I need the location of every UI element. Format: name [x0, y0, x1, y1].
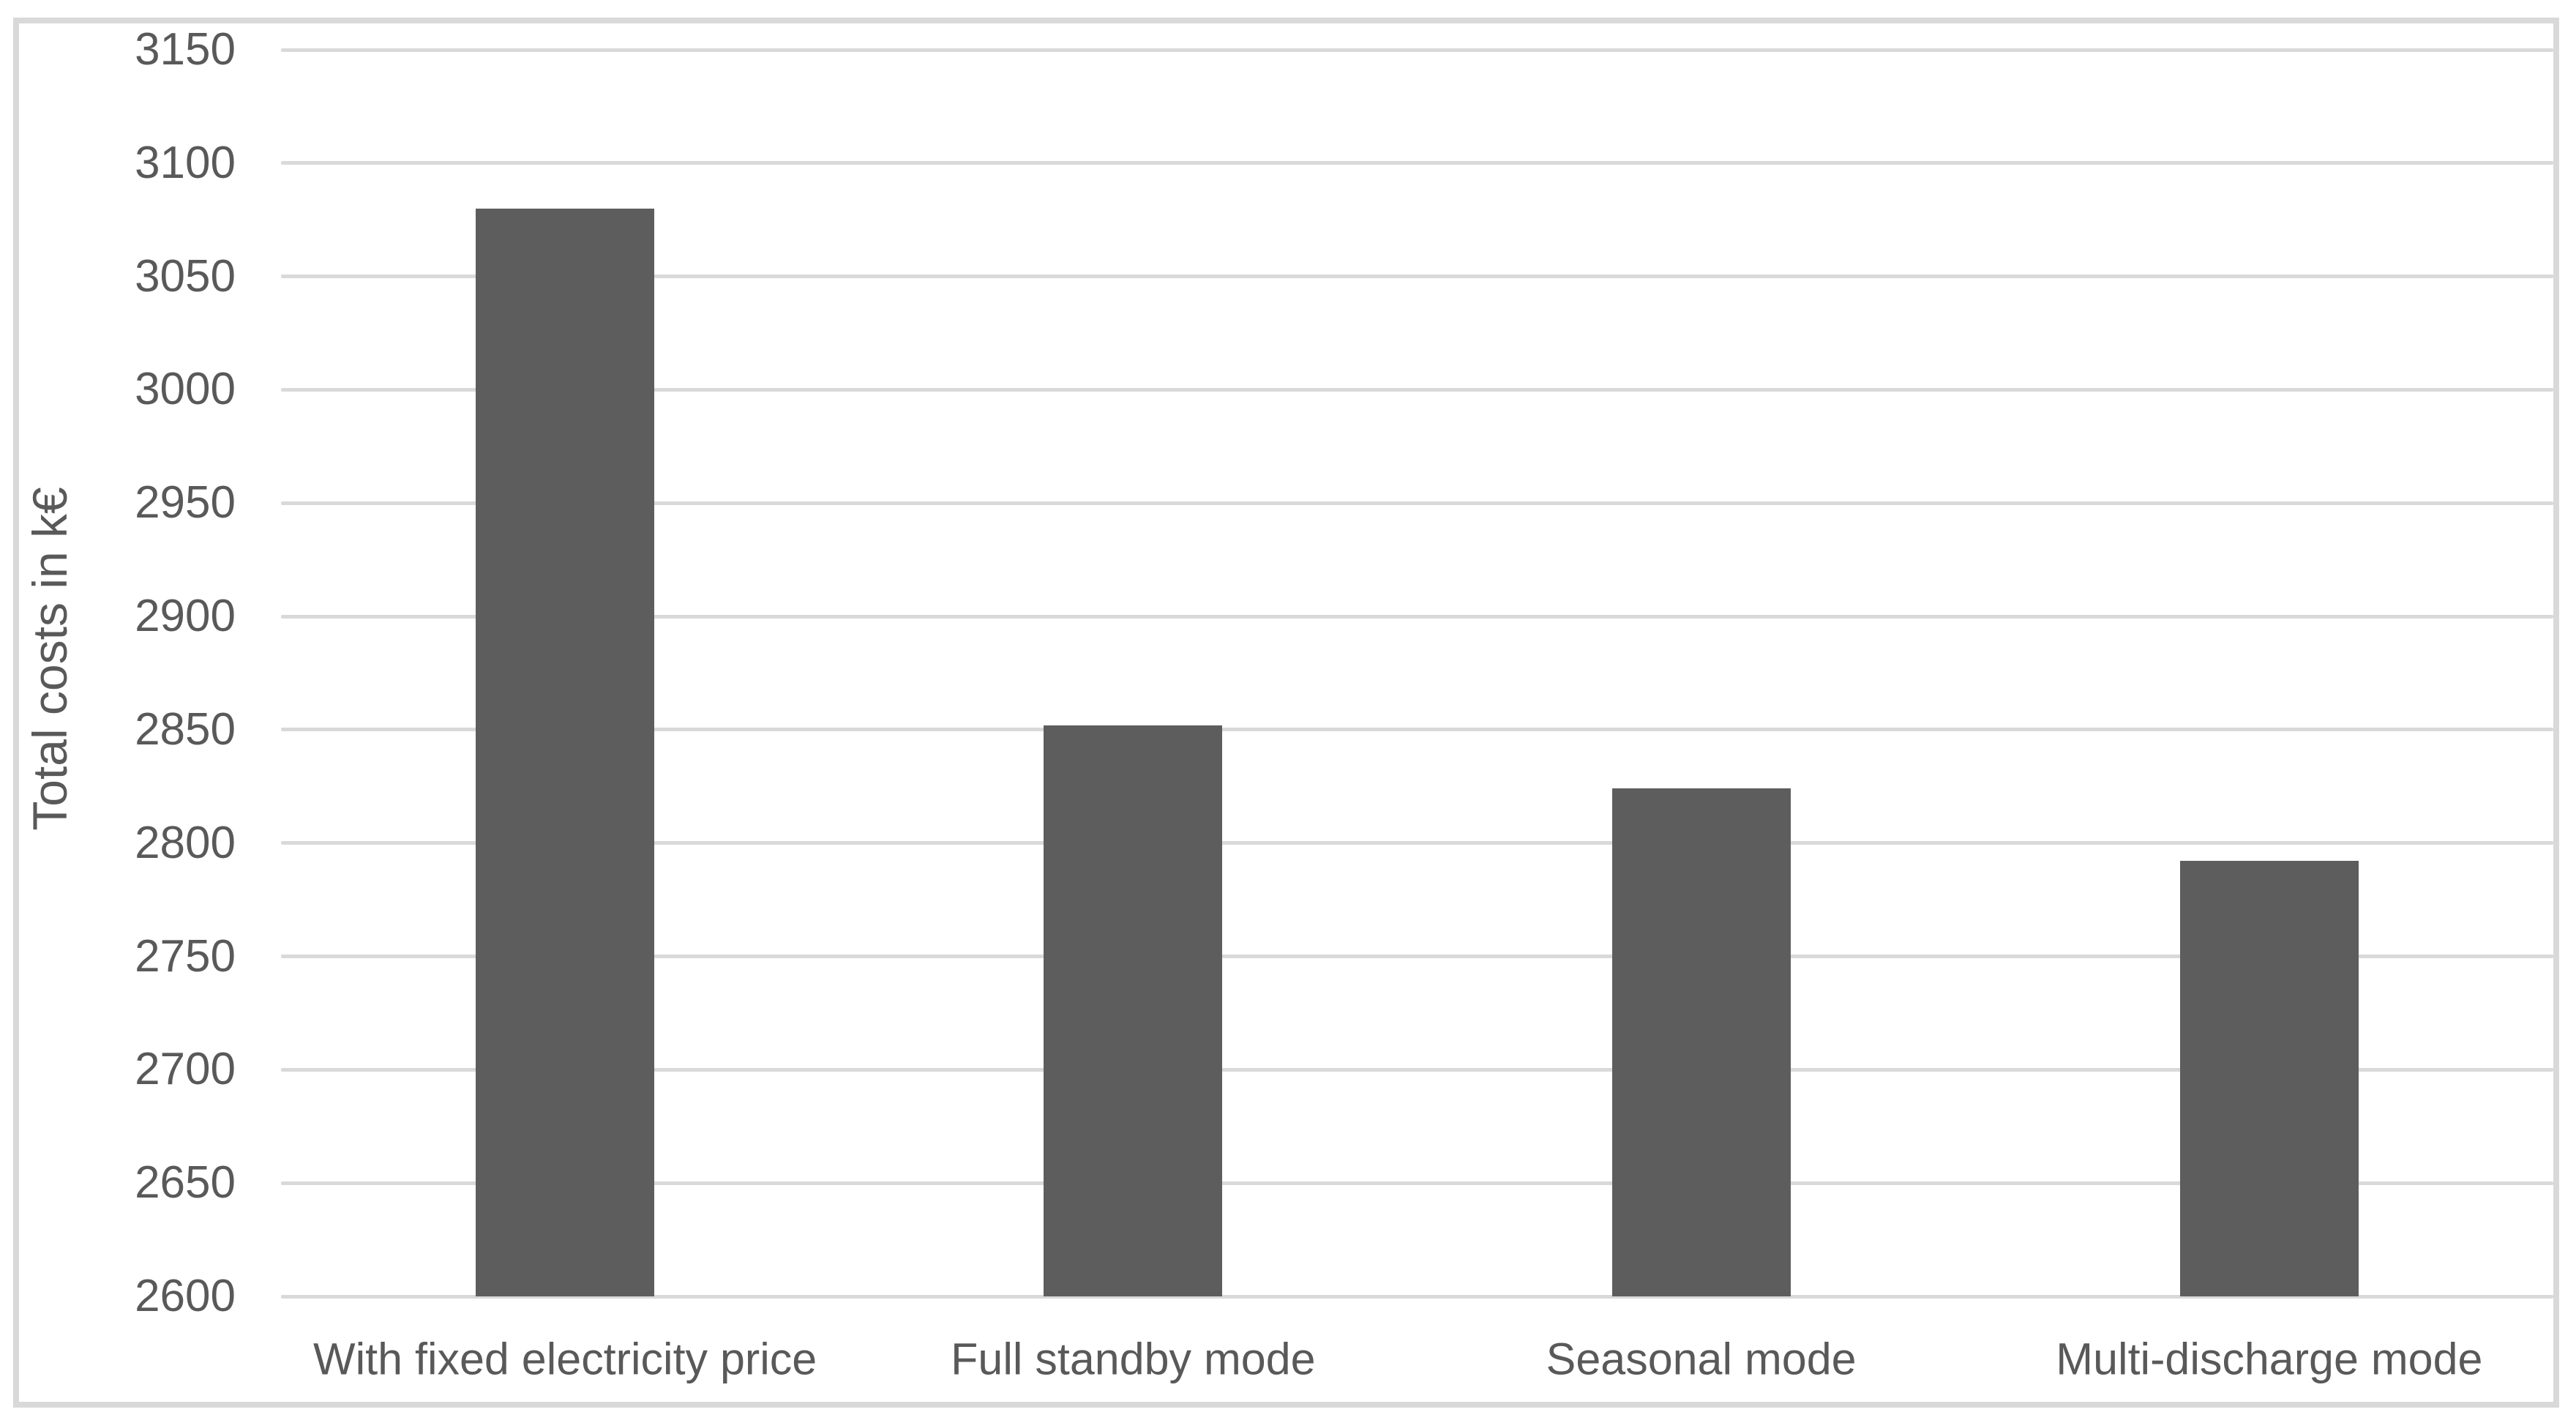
y-tick-label-2750: 2750 [135, 930, 236, 982]
x-category-label: With fixed electricity price [313, 1334, 817, 1384]
gridline-3000 [281, 387, 2553, 392]
x-category-label: Seasonal mode [1546, 1334, 1857, 1384]
gridline-2750 [281, 955, 2553, 959]
y-tick-label-2800: 2800 [135, 817, 236, 868]
bar-with-fixed-electricity-price [476, 208, 655, 1296]
bar-multi-discharge-mode [2179, 861, 2359, 1296]
chart-border-frame [13, 18, 2559, 1408]
gridline-2850 [281, 728, 2553, 732]
gridline-3050 [281, 274, 2553, 279]
gridline-2700 [281, 1067, 2553, 1072]
y-tick-label-2700: 2700 [135, 1044, 236, 1095]
gridline-3150 [281, 48, 2553, 52]
y-tick-label-2650: 2650 [135, 1157, 236, 1209]
gridline-2800 [281, 841, 2553, 845]
y-axis-title: Total costs in k€ [23, 487, 77, 831]
bar-full-standby-mode [1044, 725, 1223, 1296]
gridline-2600 [281, 1294, 2553, 1299]
y-tick-label-2900: 2900 [135, 591, 236, 642]
y-tick-label-3000: 3000 [135, 364, 236, 415]
y-tick-label-2850: 2850 [135, 703, 236, 755]
gridline-2950 [281, 501, 2553, 505]
y-tick-label-3050: 3050 [135, 250, 236, 302]
bar-seasonal-mode [1611, 788, 1791, 1296]
y-tick-label-3100: 3100 [135, 137, 236, 188]
gridline-2900 [281, 614, 2553, 619]
y-tick-label-2600: 2600 [135, 1271, 236, 1321]
y-tick-label-2950: 2950 [135, 477, 236, 529]
x-category-label: Full standby mode [951, 1334, 1316, 1384]
gridline-3100 [281, 161, 2553, 165]
gridline-2650 [281, 1181, 2553, 1185]
x-category-label: Multi-discharge mode [2056, 1334, 2483, 1384]
y-tick-label-3150: 3150 [135, 24, 236, 75]
